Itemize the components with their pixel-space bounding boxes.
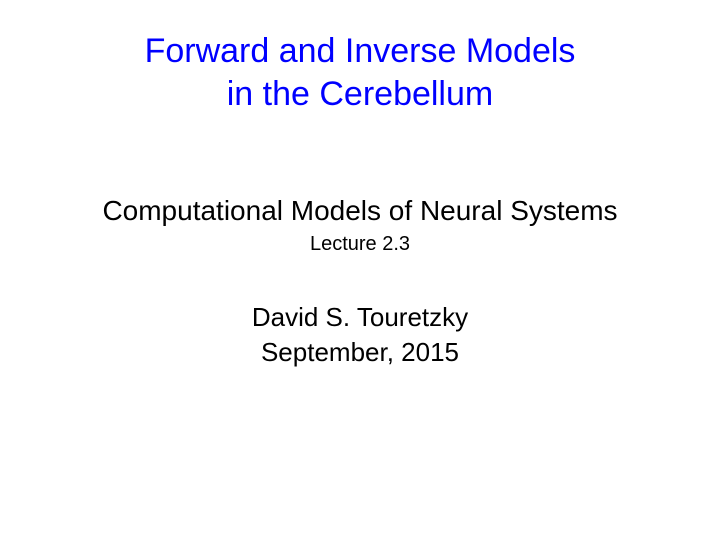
title-line-1: Forward and Inverse Models <box>0 30 720 73</box>
title-block: Forward and Inverse Models in the Cerebe… <box>0 30 720 115</box>
lecture-number: Lecture 2.3 <box>0 233 720 256</box>
title-line-2: in the Cerebellum <box>0 73 720 116</box>
author-block: David S. Touretzky September, 2015 <box>0 300 720 370</box>
slide-title-page: Forward and Inverse Models in the Cerebe… <box>0 0 720 540</box>
course-name: Computational Models of Neural Systems <box>0 195 720 227</box>
author-name: David S. Touretzky <box>0 300 720 335</box>
date-line: September, 2015 <box>0 335 720 370</box>
subtitle-block: Computational Models of Neural Systems L… <box>0 195 720 256</box>
